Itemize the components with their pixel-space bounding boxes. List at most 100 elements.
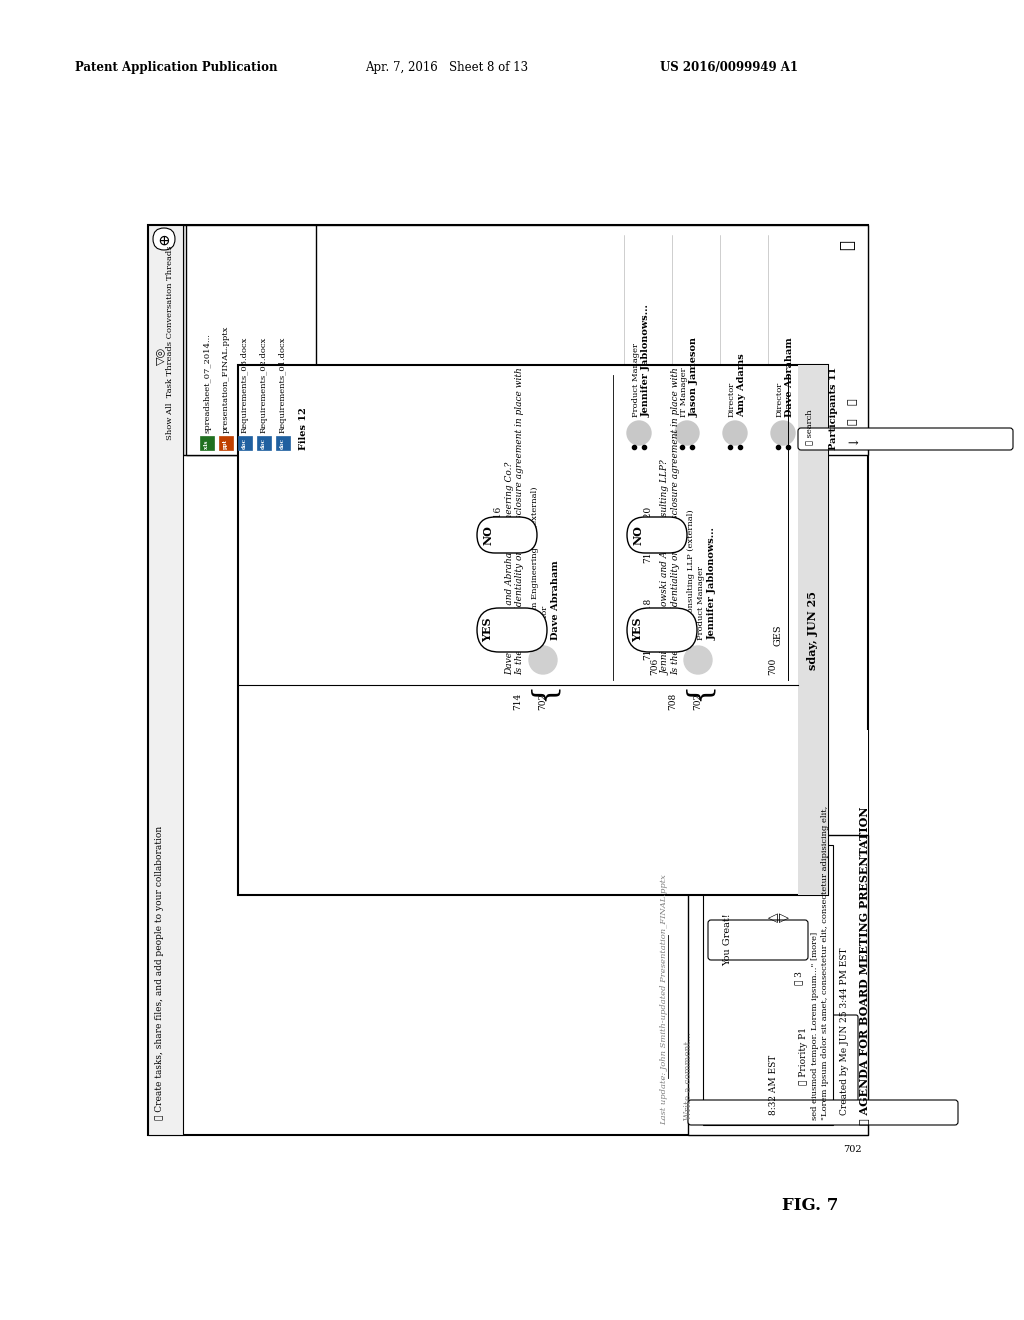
Text: △: △ [767,912,780,921]
Text: ▽◎: ▽◎ [155,347,165,366]
Text: Requirements_02.docx: Requirements_02.docx [260,337,268,433]
Bar [148,224,868,1135]
Text: Apr. 7, 2016   Sheet 8 of 13: Apr. 7, 2016 Sheet 8 of 13 [365,62,528,74]
Text: IT Manager: IT Manager [680,367,688,417]
Circle shape [627,421,651,445]
Text: {: { [527,681,558,701]
Circle shape [771,421,795,445]
Text: 718: 718 [643,598,652,615]
Text: Requirements_03.docx: Requirements_03.docx [241,337,249,433]
Text: 714: 714 [513,693,522,710]
FancyBboxPatch shape [627,517,687,553]
Text: Participants 11: Participants 11 [828,367,838,450]
Text: "Lorem ipsum dolor sit amet, consectetur elit, consectetur adipisicing elit,: "Lorem ipsum dolor sit amet, consectetur… [821,805,829,1119]
Text: Dave Abraham: Dave Abraham [785,337,795,417]
Text: doc: doc [260,438,265,449]
Text: ℹ Priority P1: ℹ Priority P1 [799,1027,808,1085]
Text: 716: 716 [494,506,503,523]
Text: ⊕: ⊕ [157,232,171,246]
Text: Jason Jameson: Jason Jameson [689,337,698,417]
Circle shape [675,421,699,445]
Text: sed eiusmod tempor. Lorem ipsum..." [more]: sed eiusmod tempor. Lorem ipsum..." [mor… [811,932,819,1119]
Bar [688,836,868,1135]
FancyBboxPatch shape [627,609,697,652]
Text: 702: 702 [539,693,548,710]
Text: Amy Adams: Amy Adams [737,354,746,417]
Circle shape [723,421,746,445]
Text: ▽: ▽ [778,912,791,921]
Text: Is there a confidentiality or non-disclosure agreement in place with: Is there a confidentiality or non-disclo… [515,367,524,675]
Text: Jennifer Jablonows...: Jennifer Jablonows... [708,527,717,640]
Text: Dave Abraham and Abraham Engineering Co.?: Dave Abraham and Abraham Engineering Co.… [506,462,514,675]
Bar [276,436,290,450]
Text: You Great!: You Great! [724,913,732,966]
Bar [183,224,868,455]
Text: Patent Application Publication: Patent Application Publication [75,62,278,74]
Text: 710: 710 [643,643,652,660]
Bar [219,436,233,450]
Text: Dave Abraham: Dave Abraham [552,560,560,640]
Text: xls: xls [204,441,209,449]
Text: Show All  Task Threads Conversation Threads: Show All Task Threads Conversation Threa… [166,246,174,440]
Text: Product Manager: Product Manager [632,343,640,417]
FancyBboxPatch shape [688,1100,958,1125]
Bar [186,224,316,455]
Bar [148,224,183,1135]
Circle shape [529,645,557,675]
Text: Director: Director [541,605,549,640]
FancyBboxPatch shape [477,609,547,652]
Text: Last update: John Smith-updated Presentation_FINAL.pptx: Last update: John Smith-updated Presenta… [660,874,668,1125]
Text: 702: 702 [693,693,702,710]
Bar [798,366,828,895]
Text: ✏ Create tasks, share files, and add people to your collaboration: ✏ Create tasks, share files, and add peo… [156,826,165,1119]
Text: 🔍 search: 🔍 search [805,409,813,445]
Text: ppt: ppt [222,440,227,449]
Text: Product Manager: Product Manager [697,566,705,640]
Text: Requirements_01.docx: Requirements_01.docx [279,337,287,433]
Text: 8:32 AM EST: 8:32 AM EST [769,1055,778,1115]
Text: Is there a confidentiality or non-disclosure agreement in place with: Is there a confidentiality or non-disclo… [672,367,681,675]
Text: ↓: ↓ [847,434,859,445]
Text: doc: doc [242,438,247,449]
Text: NO: NO [482,525,494,545]
Text: 👥: 👥 [848,418,858,425]
Text: 700: 700 [768,657,777,675]
Text: US 2016/0099949 A1: US 2016/0099949 A1 [660,62,798,74]
Text: YES: YES [482,618,494,643]
Text: ABC Consulting LLP (external): ABC Consulting LLP (external) [687,510,695,640]
Text: 🏷 3: 🏷 3 [794,972,803,985]
FancyBboxPatch shape [708,920,808,960]
Bar [703,845,833,1125]
Text: Jennifer Jablonowski and ABC Consulting LLP?: Jennifer Jablonowski and ABC Consulting … [662,461,671,675]
Text: ★ AGENDA FOR BOARD MEETING PRESENTATION: ★ AGENDA FOR BOARD MEETING PRESENTATION [858,807,869,1125]
Text: 706: 706 [650,657,659,675]
Circle shape [684,645,712,675]
Text: Jennifer Jablonows...: Jennifer Jablonows... [641,304,650,417]
Text: ⚙: ⚙ [840,240,856,249]
Text: FIG. 7: FIG. 7 [781,1196,839,1213]
Text: Created by Me JUN 25 3:44 PM EST: Created by Me JUN 25 3:44 PM EST [840,948,849,1115]
FancyBboxPatch shape [477,517,537,553]
Bar [200,436,214,450]
Text: 712: 712 [643,546,652,564]
Text: NO: NO [633,525,643,545]
Text: Files 12: Files 12 [299,408,308,450]
Text: presentation_FINAL.pptx: presentation_FINAL.pptx [222,326,230,433]
Text: Abraham Engineering Co. (external): Abraham Engineering Co. (external) [531,487,539,640]
Text: YES: YES [633,618,643,643]
Text: GES: GES [773,624,782,645]
FancyBboxPatch shape [153,228,175,249]
Text: 720: 720 [643,506,652,523]
Text: Write a comment...: Write a comment... [684,1032,693,1119]
Text: Director: Director [776,381,784,417]
Bar [257,436,271,450]
FancyBboxPatch shape [803,1015,858,1115]
FancyBboxPatch shape [773,900,813,935]
Text: 708: 708 [669,693,678,710]
FancyBboxPatch shape [798,428,1013,450]
Bar [788,730,868,1135]
Bar [238,366,828,895]
Text: Director: Director [728,381,736,417]
Text: 702: 702 [843,1146,861,1155]
Text: {: { [683,681,714,701]
